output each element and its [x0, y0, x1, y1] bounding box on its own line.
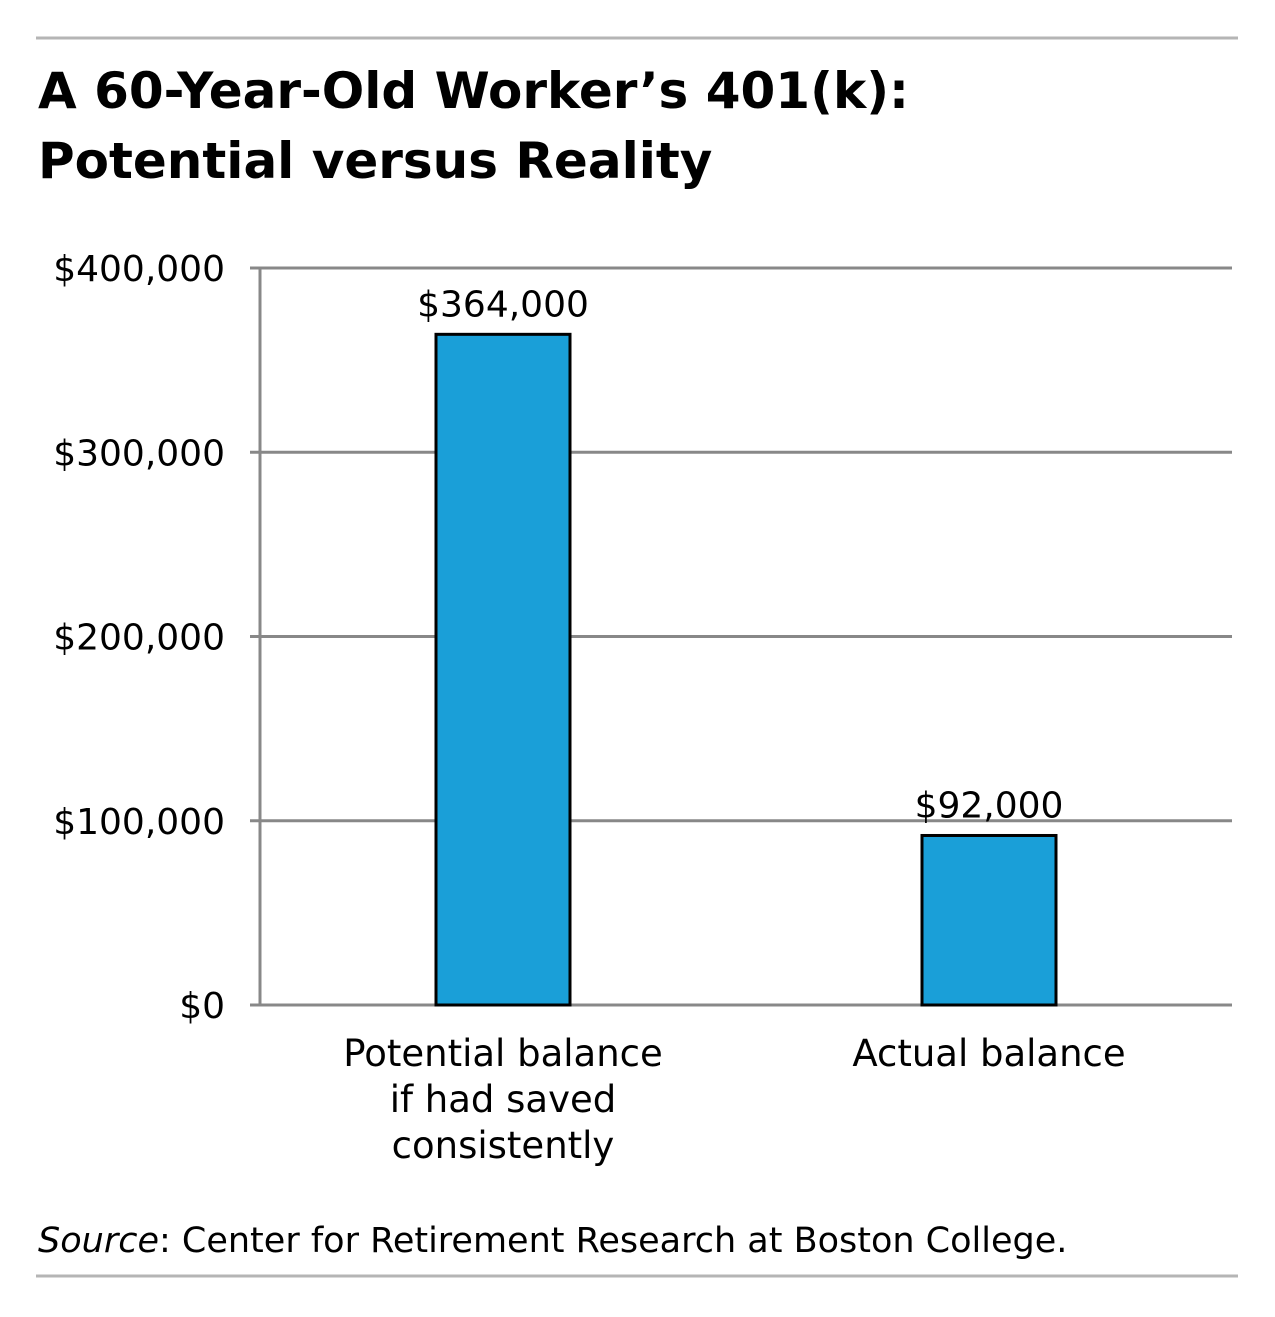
source-label: Source [38, 1221, 159, 1261]
x-tick-label: if had saved [390, 1078, 617, 1121]
x-tick-label: Actual balance [852, 1032, 1125, 1075]
chart-title: Potential versus Reality [38, 132, 712, 190]
value-label: $92,000 [915, 785, 1064, 826]
source-text: : Center for Retirement Research at Bost… [159, 1221, 1067, 1261]
x-tick-label: Potential balance [343, 1032, 663, 1075]
bar [920, 833, 1058, 1007]
y-tick-label: $300,000 [53, 433, 225, 474]
value-label: $364,000 [417, 284, 589, 325]
bar [434, 332, 572, 1007]
chart-title: A 60-Year-Old Worker’s 401(k): [38, 62, 909, 120]
source: Source: Center for Retirement Research a… [38, 1221, 1067, 1261]
y-tick-label: $100,000 [53, 802, 225, 843]
y-tick-label: $400,000 [53, 249, 225, 290]
x-tick-label: consistently [392, 1124, 615, 1167]
y-tick-label: $200,000 [53, 618, 225, 659]
y-tick-label: $0 [179, 986, 225, 1027]
